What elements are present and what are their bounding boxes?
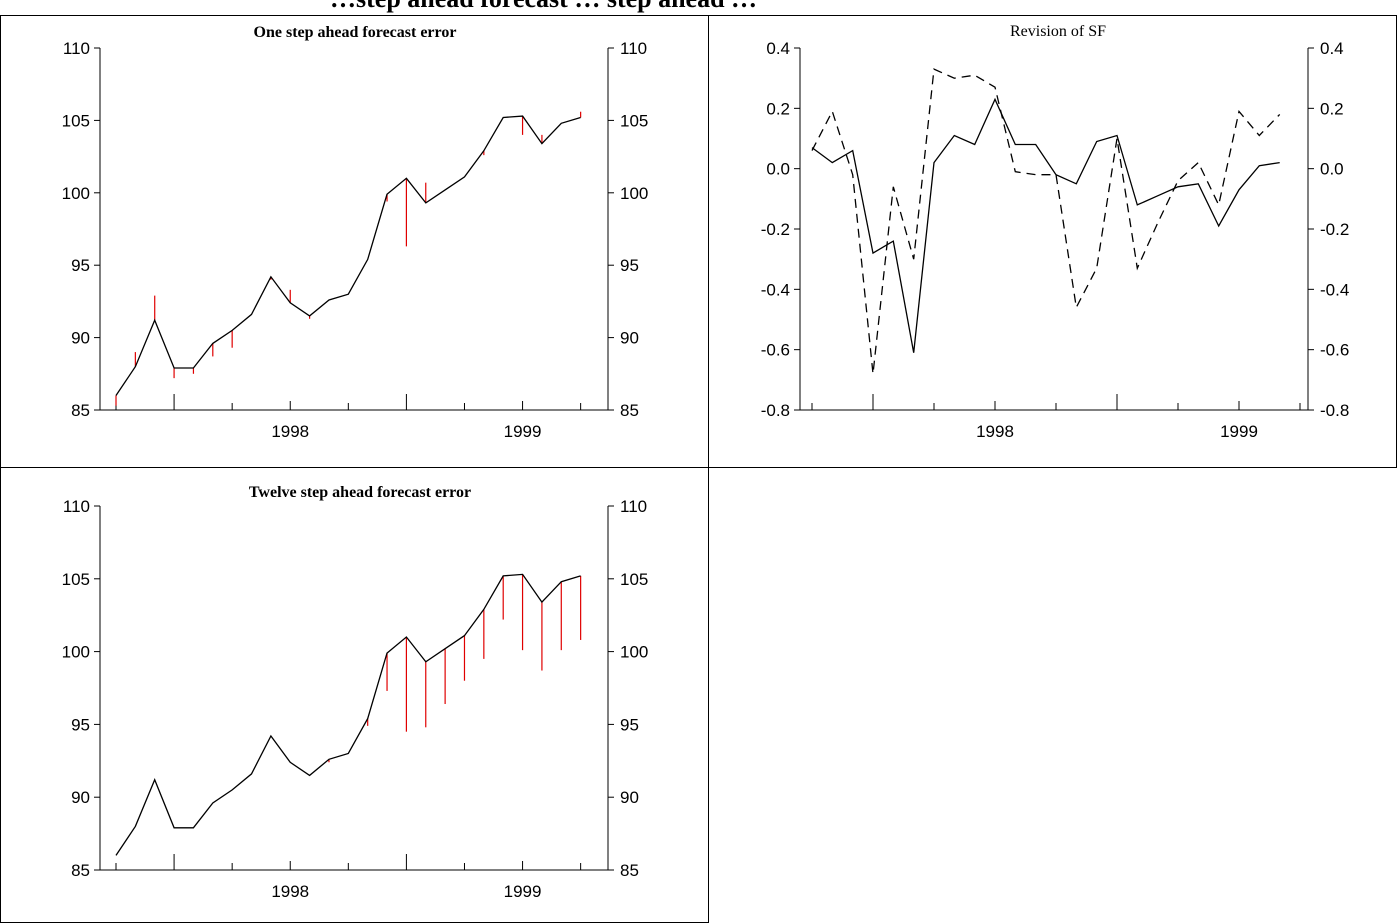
- series-line-solid: [115, 573, 581, 856]
- y-tick-label-right: 85: [620, 401, 639, 420]
- chart-revision: Revision of SF -0.8 -0.8 -0.6 -0.6 -0.4 -0.4 -0…: [761, 23, 1350, 441]
- y-tick-label-left: 100: [62, 184, 90, 203]
- y-tick-label-right: 100: [620, 643, 648, 662]
- chart-twelve-step: Twelve step ahead forecast error 85 85 90 90…: [62, 484, 649, 901]
- y-tick-label-right: 90: [620, 788, 639, 807]
- x-tick-label: 1999: [1220, 422, 1258, 441]
- chart-title: Twelve step ahead forecast error: [249, 484, 471, 501]
- y-tick-label-left: 105: [62, 570, 90, 589]
- y-tick-label-left: 90: [71, 788, 90, 807]
- y-tick-label-left: -0.4: [761, 280, 790, 299]
- x-tick-label: 1998: [271, 422, 309, 441]
- y-tick-label-right: 105: [620, 570, 648, 589]
- y-tick-label-left: -0.8: [761, 401, 790, 420]
- y-tick-label-left: -0.2: [761, 220, 790, 239]
- y-tick-label-left: 90: [71, 329, 90, 348]
- y-tick-label-right: 110: [620, 39, 647, 58]
- panel-one-step-frame: [0, 15, 709, 468]
- panel-twelve-step-frame: [0, 467, 709, 923]
- panel-frames: [0, 15, 1397, 923]
- y-tick-label-left: 105: [62, 111, 90, 130]
- page-title: …step ahead forecast … step ahead …: [330, 0, 757, 13]
- y-tick-label-right: -0.2: [1320, 220, 1349, 239]
- y-tick-label-right: 100: [620, 184, 648, 203]
- y-tick-label-left: -0.6: [761, 341, 790, 360]
- chart-title: One step ahead forecast error: [254, 24, 457, 41]
- y-tick-label-left: 0.2: [766, 99, 790, 118]
- y-tick-label-left: 95: [71, 256, 90, 275]
- y-tick-label-right: 85: [620, 861, 639, 880]
- y-tick-label-left: 100: [62, 643, 90, 662]
- y-tick-label-left: 85: [71, 861, 90, 880]
- y-tick-label-right: 95: [620, 715, 639, 734]
- y-tick-label-left: 0.0: [766, 160, 790, 179]
- x-tick-label: 1998: [976, 422, 1014, 441]
- y-tick-label-left: 0.4: [766, 39, 790, 58]
- panel-revision-frame: [708, 15, 1397, 468]
- y-tick-label-right: -0.4: [1320, 280, 1349, 299]
- series-line-solid: [811, 97, 1280, 353]
- chart-title: Revision of SF: [1010, 23, 1106, 40]
- y-tick-label-right: -0.6: [1320, 341, 1349, 360]
- y-tick-label-right: 0.2: [1320, 99, 1344, 118]
- y-tick-label-right: 95: [620, 256, 639, 275]
- y-tick-label-right: 0.4: [1320, 39, 1344, 58]
- series-line-dashed: [811, 68, 1281, 374]
- y-tick-label-left: 85: [71, 401, 90, 420]
- y-tick-label-left: 95: [71, 715, 90, 734]
- x-tick-label: 1999: [504, 882, 542, 901]
- x-tick-label: 1999: [504, 422, 542, 441]
- y-tick-label-right: 105: [620, 111, 648, 130]
- y-tick-label-left: 110: [63, 39, 90, 58]
- y-tick-label-right: -0.8: [1320, 401, 1349, 420]
- plots: One step ahead forecast error 85 85 90 90 95 9…: [62, 23, 1350, 901]
- chart-one-step: One step ahead forecast error 85 85 90 90 95 9…: [62, 24, 649, 441]
- x-tick-label: 1998: [271, 882, 309, 901]
- y-tick-label-left: 110: [63, 497, 90, 516]
- y-tick-label-right: 0.0: [1320, 160, 1344, 179]
- y-tick-label-right: 90: [620, 329, 639, 348]
- series-line-solid: [115, 115, 581, 396]
- y-tick-label-right: 110: [620, 497, 647, 516]
